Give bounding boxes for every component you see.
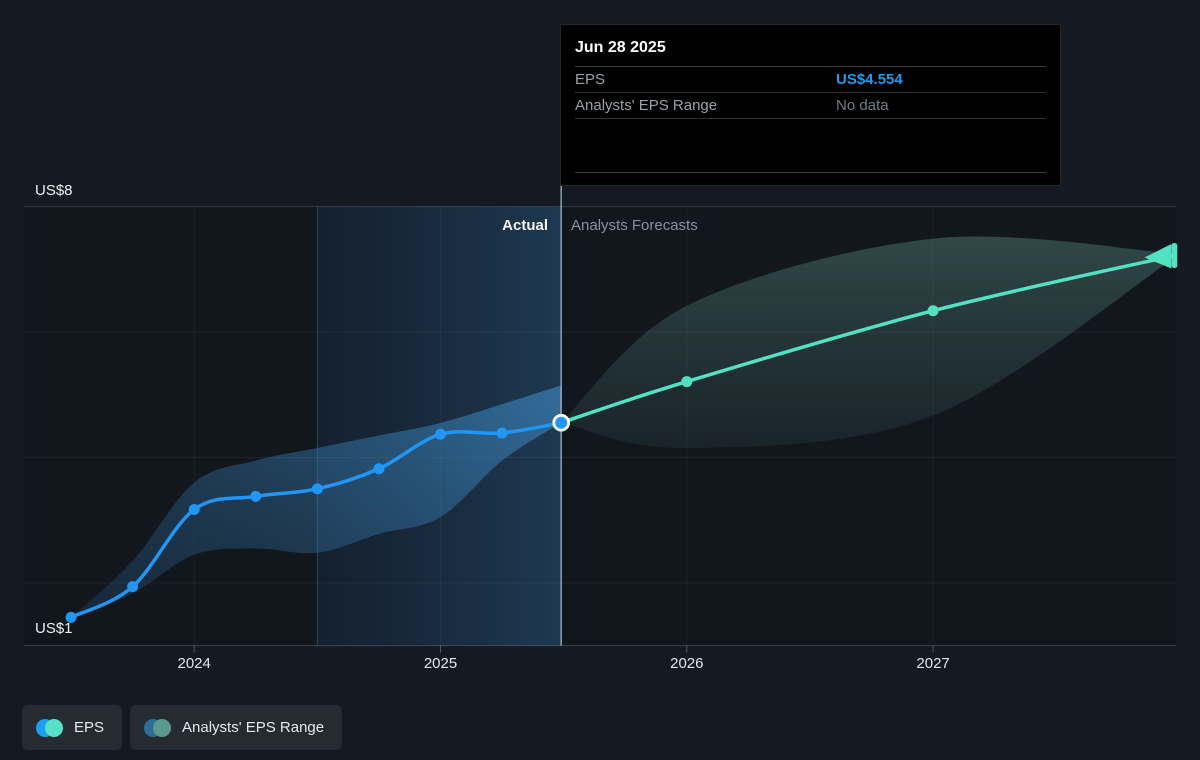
tooltip-range-label: Analysts' EPS Range [575, 97, 718, 114]
tooltip-eps-row: EPS US$4.554 [575, 67, 1046, 93]
x-tick-2024: 2024 [177, 655, 211, 672]
actual-label: Actual [502, 217, 548, 234]
tooltip-divider [575, 172, 1046, 173]
chart-legend: EPS Analysts' EPS Range [22, 705, 343, 750]
analysts-forecasts-label: Analysts Forecasts [571, 217, 698, 234]
tooltip-range-row: Analysts' EPS Range No data [575, 93, 1046, 119]
legend-analysts-eps-range[interactable]: Analysts' EPS Range [130, 705, 343, 750]
eps-dot-teal [45, 718, 63, 737]
x-tick-2027: 2027 [916, 655, 950, 672]
tooltip-range-value: No data [836, 97, 889, 114]
chart-tooltip: Jun 28 2025 EPS US$4.554 Analysts' EPS R… [560, 24, 1061, 186]
tooltip-eps-value: US$4.554 [836, 71, 903, 88]
x-tick-2026: 2026 [670, 655, 704, 672]
x-tick-2025: 2025 [423, 655, 458, 672]
range-legend-icon [144, 718, 172, 737]
y-axis-label-top: US$8 [35, 182, 73, 199]
eps-legend-icon [36, 718, 63, 737]
legend-eps-label: EPS [74, 719, 105, 736]
range-dot-teal [153, 718, 172, 737]
tooltip-eps-label: EPS [575, 71, 606, 88]
legend-range-label: Analysts' EPS Range [182, 719, 325, 736]
tooltip-date: Jun 28 2025 [575, 35, 1046, 67]
y-axis-label-bottom: US$1 [35, 620, 73, 637]
legend-eps[interactable]: EPS [22, 705, 123, 750]
